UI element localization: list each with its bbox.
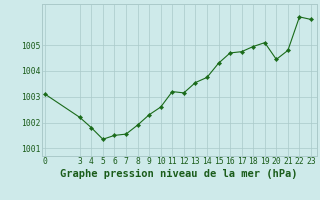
X-axis label: Graphe pression niveau de la mer (hPa): Graphe pression niveau de la mer (hPa) (60, 169, 298, 179)
